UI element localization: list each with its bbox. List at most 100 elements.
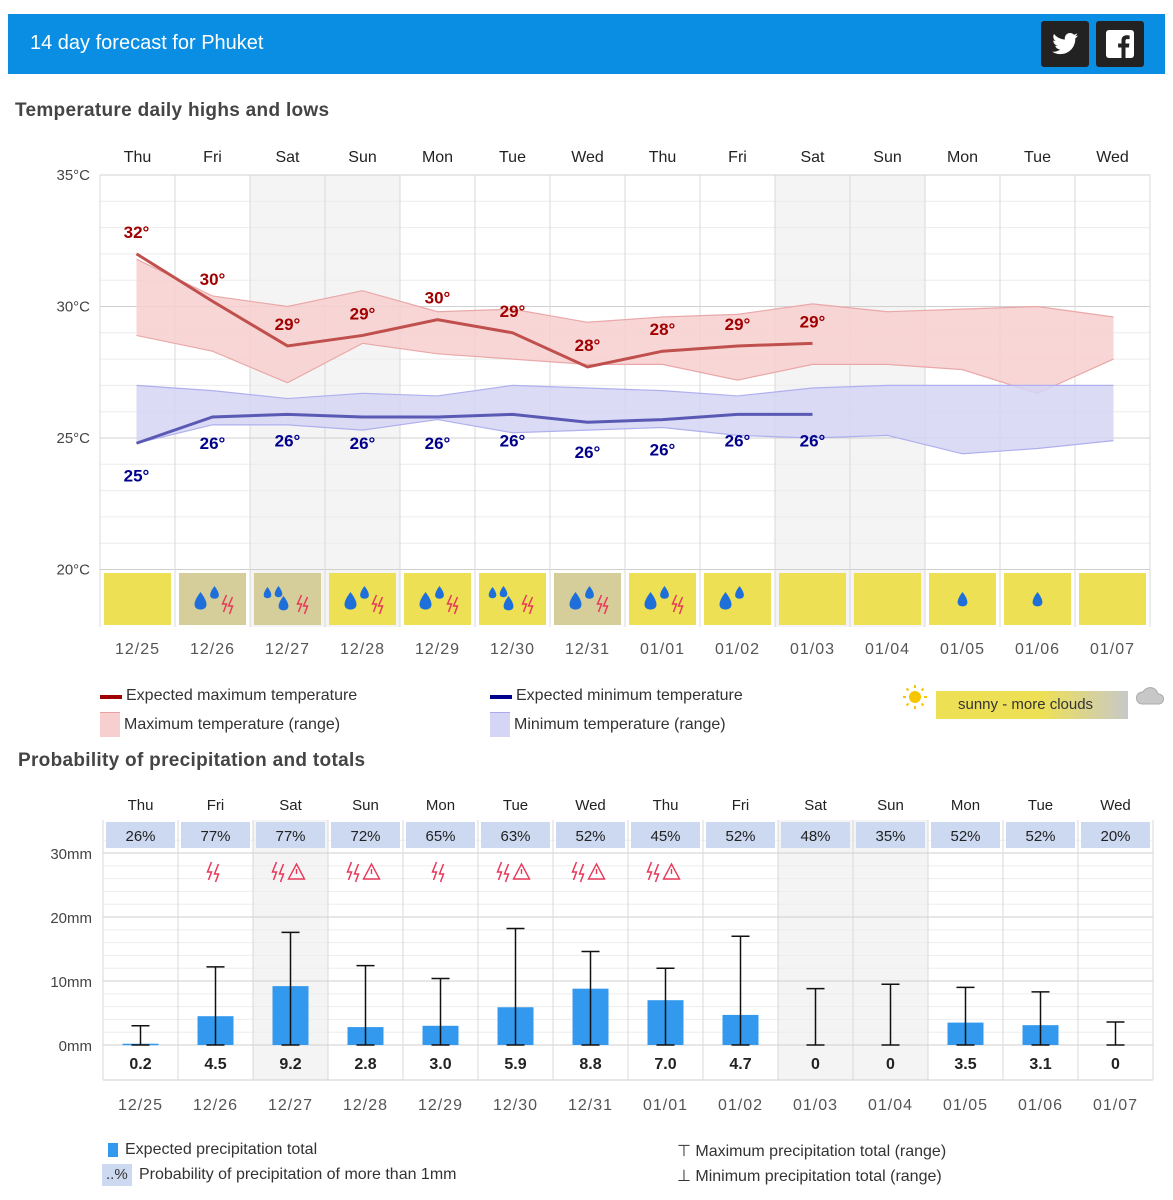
min-range-band-upper [136,384,1114,400]
probability-box [706,822,775,848]
max-temp-label: 32° [124,223,150,242]
max-temp-label: 28° [575,336,601,355]
thunder-indicator [571,861,606,883]
date-label: 12/30 [493,1097,538,1114]
day-label: Wed [1096,149,1129,166]
twitter-button[interactable] [1041,21,1089,67]
probability-box [556,822,625,848]
date-label: 12/26 [190,641,235,658]
weather-cell-bg [779,573,846,625]
probability-label: 45% [650,828,680,845]
facebook-button[interactable] [1096,21,1144,67]
precip-value-label: 8.8 [579,1056,601,1073]
probability-box [106,822,175,848]
date-label: 01/05 [943,1097,988,1114]
date-label: 12/28 [343,1097,388,1114]
date-label: 01/02 [715,641,760,658]
weather-cell-bg [704,573,771,625]
probability-box [631,822,700,848]
weather-cell [404,573,471,625]
legend-max-line-swatch [100,695,122,699]
thunder-icon [296,594,309,615]
weather-cell-bg [479,573,546,625]
date-label: 01/06 [1015,641,1060,658]
raindrop-icon [957,592,968,607]
temperature-section-title: Temperature daily highs and lows [15,100,330,121]
thunder-indicator [206,861,220,883]
probability-box [1081,822,1150,848]
legend-min-range-swatch [490,712,510,737]
legend-max-expected: Expected maximum temperature [126,687,358,704]
weather-cell-bg [104,573,171,625]
day-label: Fri [207,797,225,814]
day-label: Wed [1100,797,1131,814]
thunder-icon [271,861,285,883]
probability-label: 52% [950,828,980,845]
legend-max-range-swatch [100,712,120,737]
date-label: 01/02 [718,1097,763,1114]
weather-cell [629,573,696,625]
thunder-icon [221,594,234,615]
raindrop-icon [585,586,594,599]
max-temp-label: 29° [275,315,301,334]
day-label: Sat [800,149,825,166]
day-label: Sat [279,797,302,814]
raindrop-icon [263,587,272,599]
min-temp-label: 25° [124,466,150,485]
probability-label: 65% [425,828,455,845]
raindrop-icon [360,586,369,599]
min-temp-label: 26° [500,431,526,450]
raindrop-icon [274,586,283,598]
weather-cell [254,573,321,625]
min-range-band-lower [136,418,1114,455]
raindrop-icon [435,586,444,599]
date-label: 12/28 [340,641,385,658]
thunder-icon [346,861,360,883]
date-label: 12/31 [565,641,610,658]
precip-value-label: 3.1 [1029,1056,1051,1073]
date-label: 01/04 [868,1097,913,1114]
sky-legend-label: sunny - more clouds [958,696,1094,713]
raindrop-icon [419,592,432,610]
date-label: 12/26 [193,1097,238,1114]
date-label: 01/03 [790,641,835,658]
y-tick-label: 10mm [50,974,92,991]
thunder-indicator [646,861,681,883]
legend-probability: Probability of precipitation of more tha… [139,1166,457,1183]
day-label: Mon [951,797,980,814]
probability-label: 48% [800,828,830,845]
day-label: Wed [575,797,606,814]
max-temp-label: 29° [350,304,376,323]
min-temp-label: 26° [575,443,601,462]
max-range-band [136,259,1114,394]
precip-value-label: 9.2 [279,1056,301,1073]
raindrop-icon [503,596,514,611]
max-temp-label: 29° [500,302,526,321]
day-label: Sun [873,149,901,166]
day-label: Tue [1024,149,1051,166]
precip-value-label: 3.0 [429,1056,451,1073]
legend-expected-precip: Expected precipitation total [125,1141,318,1158]
day-label: Tue [1028,797,1053,814]
legend-max-precip: ⊤ Maximum precipitation total (range) [677,1143,947,1160]
date-label: 01/05 [940,641,985,658]
date-label: 01/04 [865,641,910,658]
y-tick-label: 25°C [56,430,90,447]
date-label: 01/01 [643,1097,688,1114]
legend-min-expected: Expected minimum temperature [516,687,743,704]
thunder-icon [206,861,220,883]
probability-box [931,822,1000,848]
min-temp-label: 26° [350,434,376,453]
max-temp-label: 30° [200,270,226,289]
warning-icon [512,862,531,880]
warning-icon [587,862,606,880]
raindrop-icon [488,587,497,599]
precip-value-label: 3.5 [954,1056,976,1073]
day-label: Wed [571,149,604,166]
day-label: Thu [128,797,154,814]
date-label: 01/06 [1018,1097,1063,1114]
weather-cell [704,573,771,625]
weather-cell [1004,573,1071,625]
precip-value-label: 4.5 [204,1056,226,1073]
date-label: 12/31 [568,1097,613,1114]
